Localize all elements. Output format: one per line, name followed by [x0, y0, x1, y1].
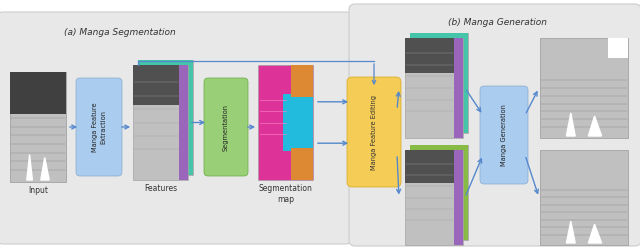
- Bar: [179, 65, 188, 180]
- Bar: [291, 65, 313, 97]
- Bar: [405, 38, 463, 138]
- FancyBboxPatch shape: [347, 77, 401, 187]
- Bar: [540, 38, 628, 138]
- Bar: [454, 38, 463, 138]
- Polygon shape: [41, 158, 49, 180]
- Text: (a) Manga Segmentation: (a) Manga Segmentation: [64, 28, 176, 37]
- Bar: [410, 33, 468, 42]
- Bar: [10, 72, 66, 114]
- Bar: [405, 150, 463, 245]
- Text: (b) Manga Generation: (b) Manga Generation: [447, 18, 547, 27]
- FancyBboxPatch shape: [76, 78, 122, 176]
- Polygon shape: [588, 116, 602, 136]
- Polygon shape: [588, 224, 602, 243]
- Bar: [410, 145, 468, 240]
- Bar: [459, 33, 468, 133]
- Bar: [10, 72, 66, 182]
- Bar: [405, 150, 454, 183]
- Bar: [138, 60, 193, 69]
- FancyBboxPatch shape: [480, 86, 528, 184]
- Bar: [258, 65, 313, 180]
- Text: Input: Input: [28, 186, 48, 195]
- Text: Segmentation: Segmentation: [223, 103, 229, 150]
- Bar: [133, 65, 179, 105]
- Text: Manga Generation: Manga Generation: [501, 104, 507, 166]
- Bar: [138, 60, 193, 175]
- Bar: [184, 60, 193, 175]
- Bar: [454, 150, 463, 245]
- FancyBboxPatch shape: [204, 78, 248, 176]
- Bar: [133, 65, 188, 180]
- Bar: [410, 145, 468, 154]
- Bar: [608, 38, 628, 58]
- FancyBboxPatch shape: [0, 12, 352, 244]
- Bar: [410, 33, 468, 133]
- Bar: [540, 150, 628, 245]
- Text: Manga Feature Editing: Manga Feature Editing: [371, 95, 377, 169]
- Bar: [291, 148, 313, 180]
- Text: Features: Features: [144, 184, 177, 193]
- FancyBboxPatch shape: [349, 4, 640, 246]
- Bar: [283, 94, 313, 151]
- Bar: [405, 38, 454, 73]
- Text: Segmentation
map: Segmentation map: [259, 184, 312, 204]
- Polygon shape: [566, 221, 575, 243]
- Text: Manga Feature
Extraction: Manga Feature Extraction: [92, 102, 106, 152]
- Bar: [459, 145, 468, 240]
- Polygon shape: [27, 155, 33, 180]
- Polygon shape: [566, 113, 575, 136]
